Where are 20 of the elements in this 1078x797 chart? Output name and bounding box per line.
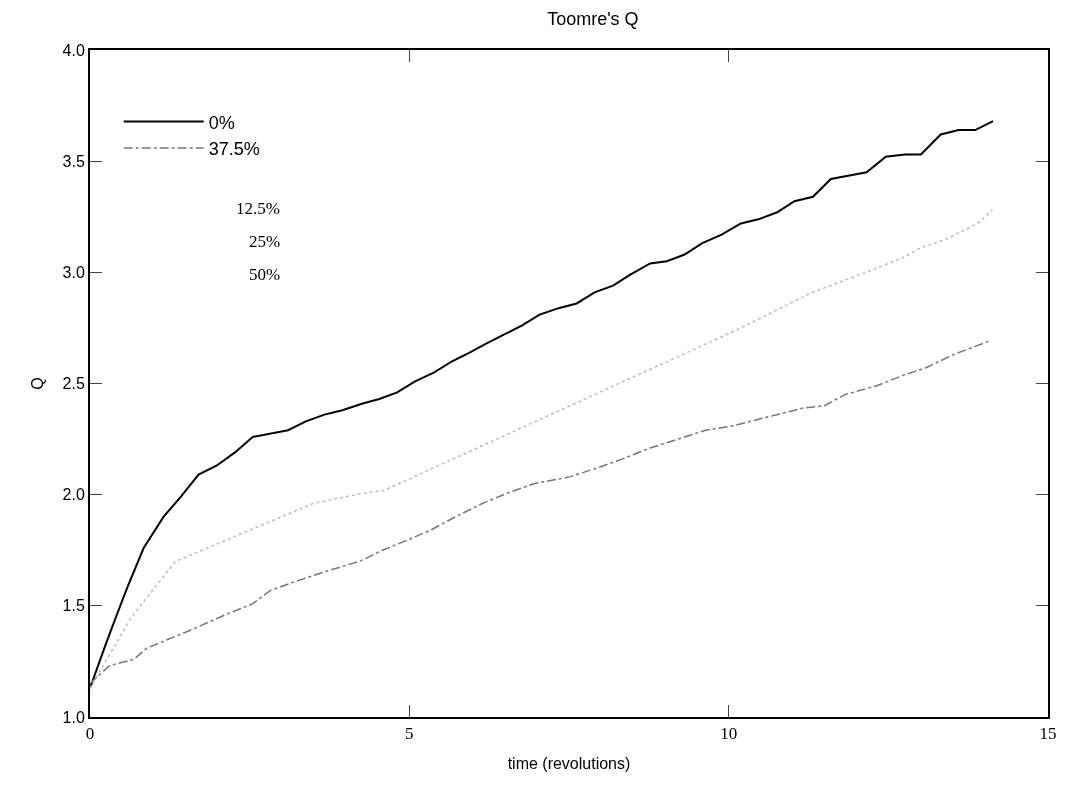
x-tick-label: 15 [1039, 724, 1057, 744]
annotation: 12.5% [236, 199, 280, 218]
x-tick-label: 0 [85, 724, 95, 744]
x-tick-label: 5 [405, 724, 414, 744]
y-axis-title: Q [28, 377, 46, 390]
annotation: 25% [249, 232, 281, 251]
y-tick-label: 2.5 [62, 375, 85, 393]
x-axis-title: time (revolutions) [507, 754, 631, 772]
chart-title: Toomre's Q [547, 8, 639, 29]
y-tick-label: 2.0 [62, 486, 85, 504]
x-tick-label: 10 [720, 724, 738, 744]
y-tick-label: 4.0 [62, 41, 85, 59]
y-tick-label: 1.0 [62, 708, 85, 726]
legend-label: 37.5% [208, 138, 260, 159]
y-tick-label: 3.0 [62, 263, 85, 281]
legend-label: 0% [208, 112, 235, 133]
line-series [90, 340, 990, 685]
y-tick-label: 1.5 [62, 597, 85, 615]
annotation: 50% [249, 265, 281, 284]
y-tick-label: 3.5 [62, 152, 85, 170]
